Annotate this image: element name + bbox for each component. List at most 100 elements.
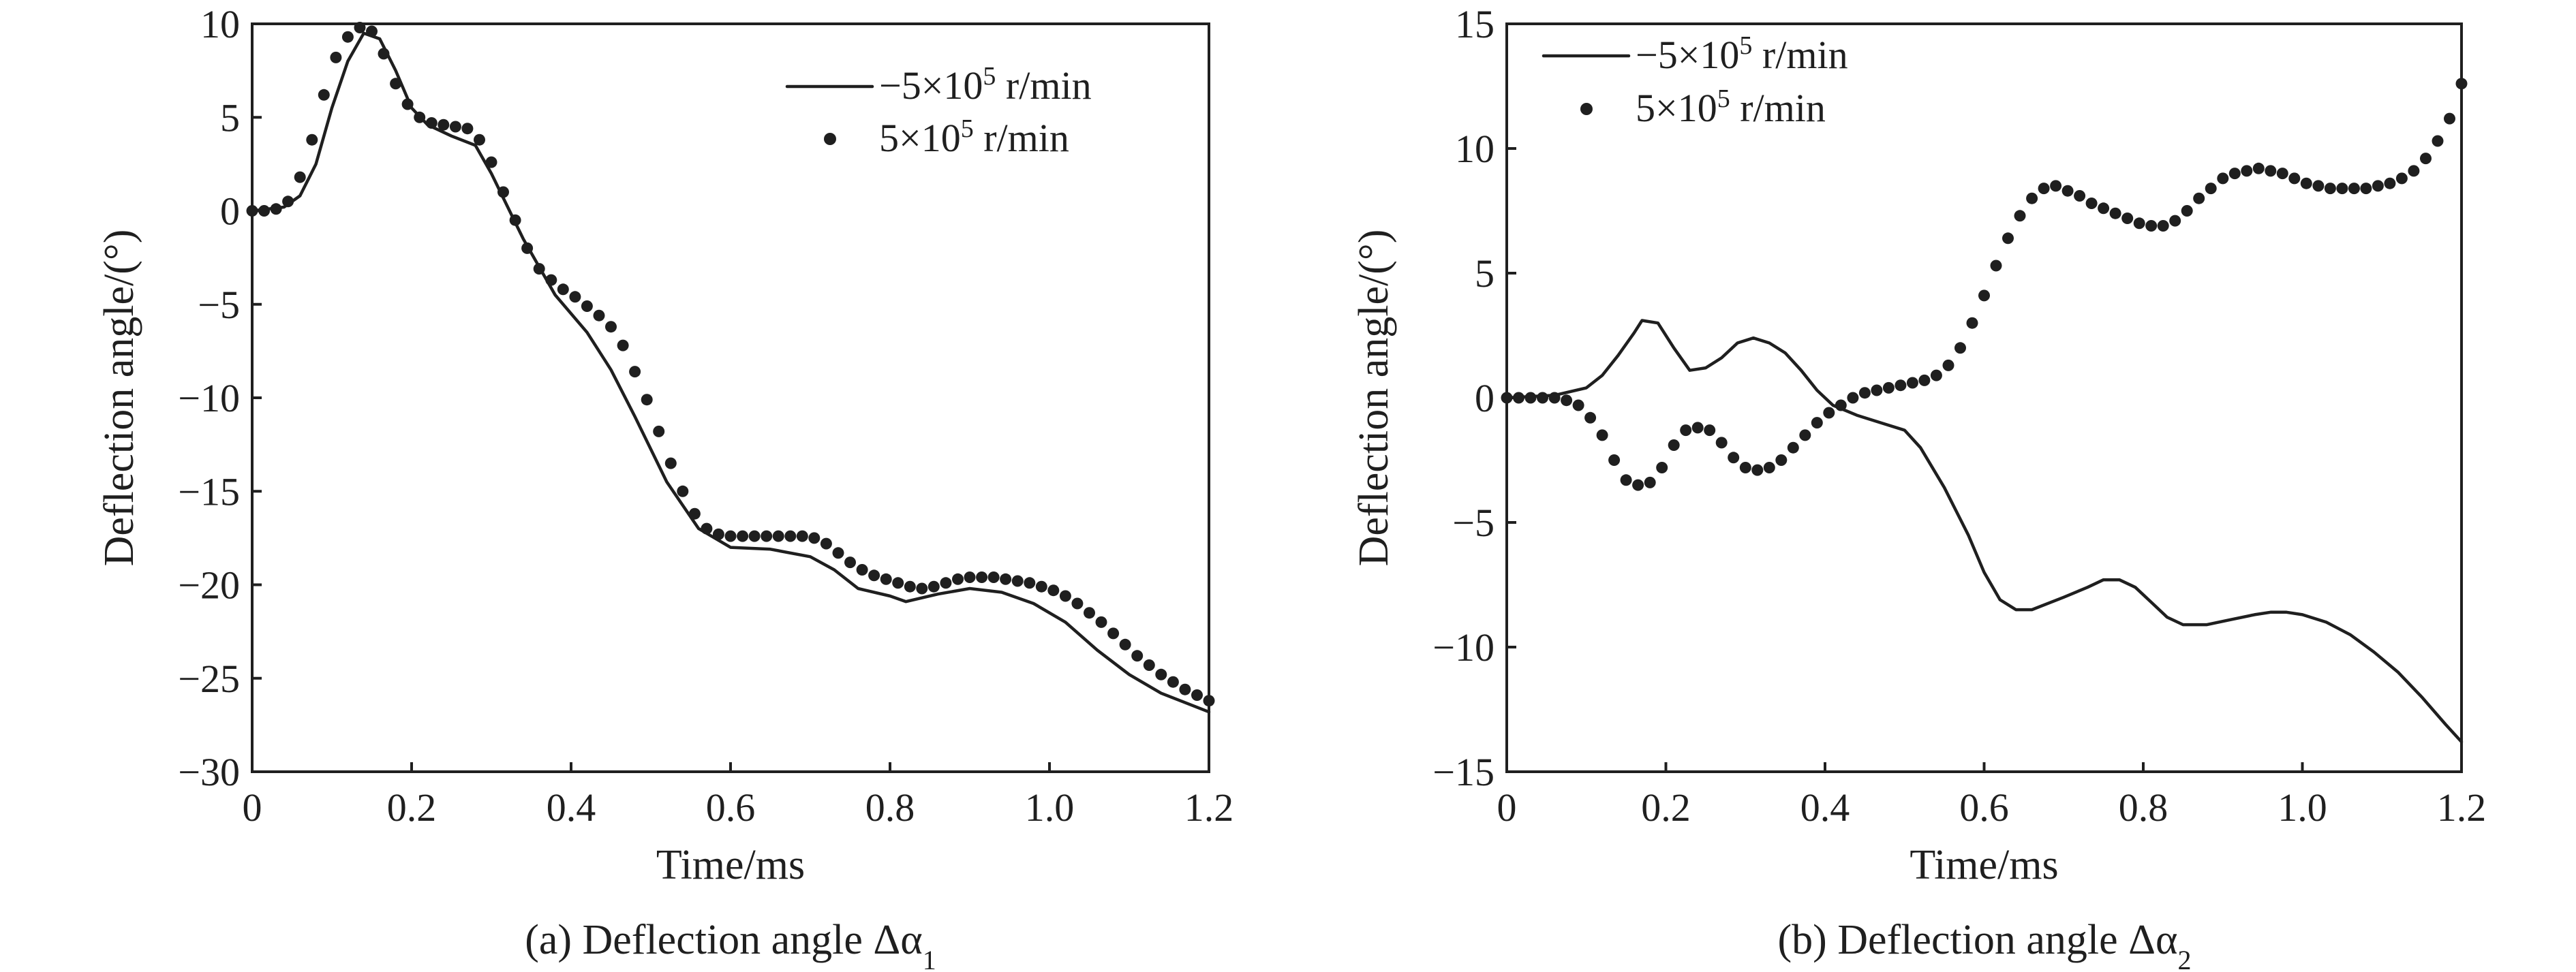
- series-point-positive-speed: [617, 339, 629, 351]
- series-point-positive-speed: [2205, 183, 2217, 195]
- series-point-positive-speed: [258, 205, 271, 217]
- series-point-positive-speed: [904, 580, 916, 593]
- series-point-positive-speed: [2002, 232, 2014, 245]
- legend-entry-label: 5×105 r/min: [879, 114, 1069, 160]
- series-point-positive-speed: [772, 530, 784, 542]
- series-point-positive-speed: [509, 214, 521, 226]
- series-point-positive-speed: [2038, 183, 2050, 195]
- y-tick-label: 10: [1455, 127, 1494, 171]
- y-tick-label: 5: [1475, 251, 1494, 296]
- series-point-positive-speed: [2014, 210, 2026, 222]
- series-point-positive-speed: [390, 78, 402, 90]
- series-point-positive-speed: [987, 571, 1000, 583]
- series-point-positive-speed: [880, 573, 892, 585]
- legend: −5×105 r/min 5×105 r/min: [1542, 31, 1848, 130]
- x-tick-label: 1.2: [1184, 785, 1234, 830]
- y-tick-label: −5: [198, 283, 240, 327]
- series-point-positive-speed: [1203, 695, 1215, 707]
- series-point-positive-speed: [1966, 317, 1978, 329]
- series-point-positive-speed: [2181, 205, 2193, 217]
- series-point-positive-speed: [1059, 590, 1071, 602]
- legend-dot-swatch: [1580, 103, 1593, 115]
- series-point-positive-speed: [1143, 659, 1155, 671]
- series-point-positive-speed: [354, 22, 366, 33]
- legend-dot-swatch: [824, 133, 836, 145]
- y-tick-label: 15: [1455, 2, 1494, 46]
- series-point-positive-speed: [1787, 441, 1799, 454]
- series-point-positive-speed: [2384, 177, 2396, 189]
- series-point-positive-speed: [724, 530, 737, 542]
- series-point-positive-speed: [545, 274, 557, 286]
- series-point-positive-speed: [1715, 437, 1728, 449]
- series-point-positive-speed: [282, 195, 294, 208]
- legend-entry-label: −5×105 r/min: [879, 62, 1092, 108]
- series-point-positive-speed: [1882, 381, 1895, 394]
- series-point-positive-speed: [688, 507, 701, 520]
- series-point-positive-speed: [330, 51, 342, 63]
- series-point-positive-speed: [414, 111, 426, 123]
- series-point-positive-speed: [1775, 454, 1788, 466]
- series-point-positive-speed: [1799, 429, 1811, 441]
- y-tick-label: −30: [178, 750, 240, 794]
- series-point-positive-speed: [784, 530, 797, 542]
- series-point-positive-speed: [270, 203, 282, 215]
- series-point-positive-speed: [1191, 689, 1203, 701]
- series-point-positive-speed: [1584, 411, 1597, 424]
- series-point-positive-speed: [474, 134, 485, 146]
- series-point-positive-speed: [2300, 177, 2312, 189]
- x-tick-label: 1.2: [2437, 785, 2487, 830]
- series-point-positive-speed: [976, 571, 988, 583]
- legend-entry-label: −5×105 r/min: [1636, 31, 1848, 77]
- x-tick-label: 0.4: [1800, 785, 1850, 830]
- series-point-positive-speed: [341, 31, 354, 43]
- y-tick-label: −20: [178, 563, 240, 608]
- series-point-positive-speed: [2241, 165, 2253, 177]
- series-point-positive-speed: [1000, 573, 1012, 585]
- series-point-positive-speed: [2408, 165, 2420, 177]
- series-point-positive-speed: [677, 485, 689, 497]
- series-point-positive-speed: [1930, 369, 1942, 381]
- series-point-positive-speed: [820, 537, 832, 550]
- series-point-positive-speed: [1728, 452, 1740, 464]
- series-point-positive-speed: [2312, 180, 2325, 192]
- series-point-positive-speed: [892, 577, 904, 589]
- series-point-positive-speed: [2395, 172, 2408, 185]
- x-tick-label: 0: [243, 785, 262, 830]
- series-point-positive-speed: [1179, 683, 1191, 695]
- series-point-positive-speed: [593, 309, 605, 322]
- x-tick-label: 0.2: [1641, 785, 1691, 830]
- series-point-positive-speed: [1918, 374, 1931, 386]
- series-point-positive-speed: [1572, 399, 1584, 411]
- legend-entry-label: 5×105 r/min: [1636, 84, 1826, 130]
- y-tick-label: −25: [178, 657, 240, 701]
- x-tick-label: 0.6: [1959, 785, 2009, 830]
- series-point-positive-speed: [737, 530, 749, 542]
- series-point-positive-speed: [1871, 384, 1883, 396]
- series-point-positive-speed: [1107, 627, 1120, 640]
- series-point-positive-speed: [1632, 479, 1644, 491]
- series-point-positive-speed: [701, 522, 713, 535]
- series-point-positive-speed: [927, 580, 940, 593]
- series-point-positive-speed: [1620, 474, 1632, 486]
- series-point-positive-speed: [1656, 462, 1668, 473]
- figure-caption: (a) Deflection angle Δα1: [525, 917, 936, 972]
- series-point-positive-speed: [533, 263, 545, 275]
- y-axis-label: Deflection angle/(°): [1351, 230, 1397, 567]
- series-point-positive-speed: [796, 530, 808, 542]
- series-point-positive-speed: [366, 25, 378, 37]
- series-point-positive-speed: [1119, 638, 1131, 650]
- series-point-positive-speed: [1024, 577, 1036, 589]
- series-point-positive-speed: [2348, 183, 2360, 195]
- chart-panel-b: 0 0.2 0.4 0.6 0.8 1.0 1.2 15 10 5 0 −5 −10 −15 Time/ms…: [1351, 2, 2486, 972]
- series-point-positive-speed: [246, 205, 258, 217]
- series-point-positive-speed: [2336, 183, 2348, 195]
- series-point-positive-speed: [2074, 190, 2086, 202]
- y-tick-label: −15: [178, 469, 240, 514]
- series-point-positive-speed: [2455, 78, 2468, 90]
- series-point-positive-speed: [2121, 213, 2134, 224]
- series-point-positive-speed: [1537, 392, 1548, 404]
- series-point-positive-speed: [1858, 387, 1871, 399]
- series-point-positive-speed: [2085, 198, 2098, 209]
- series-point-positive-speed: [2193, 192, 2205, 204]
- y-tick-label: −10: [178, 376, 240, 420]
